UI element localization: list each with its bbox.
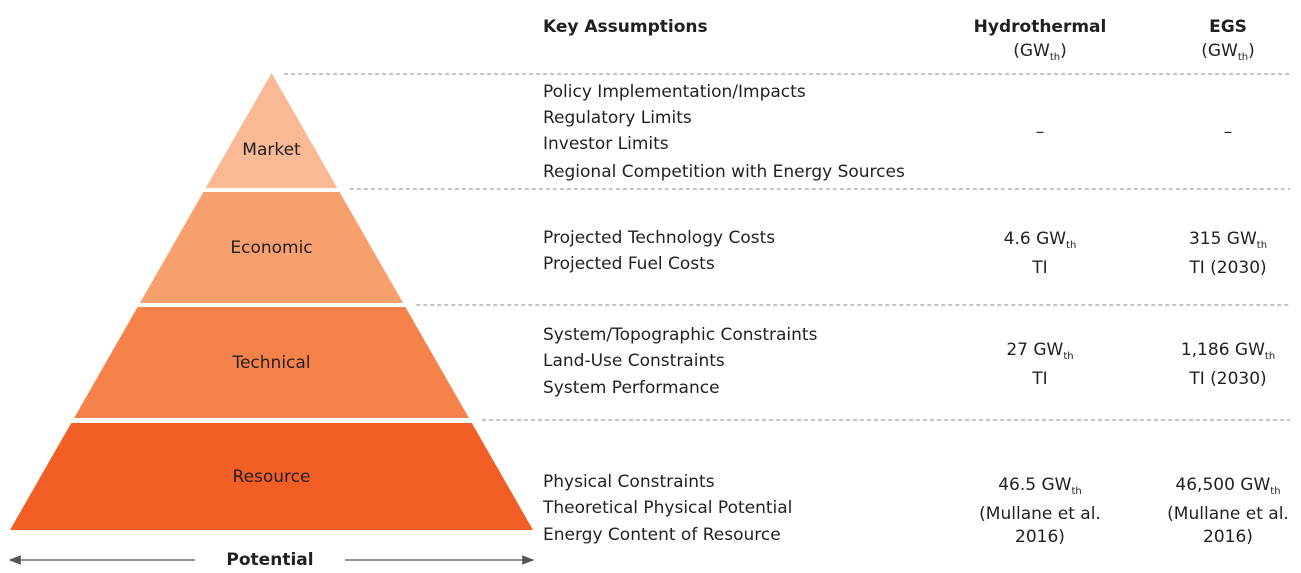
value: 1,186 GWth TI (2030) (1181, 339, 1275, 391)
text: 27 GW (1006, 339, 1064, 360)
text: Economic (230, 237, 313, 258)
text: 46,500 GW (1175, 475, 1271, 495)
text: 315 GW (1188, 229, 1257, 249)
text: Regional Competition with Energy Sources (543, 162, 905, 182)
subscript: th (1270, 486, 1281, 497)
text: Policy Implementation/Impacts (543, 82, 806, 102)
assumption: System/Topographic Constraints (543, 322, 817, 348)
subscript: th (1049, 52, 1061, 63)
text: ) (1248, 41, 1255, 61)
text: System Performance (543, 378, 720, 398)
text: Resource (232, 466, 311, 487)
assumption: System Performance (543, 375, 720, 401)
text: EGS (1209, 17, 1247, 37)
pyramid-level (74, 307, 469, 418)
text: Hydrothermal (973, 17, 1107, 37)
level-label: Market (242, 137, 300, 163)
text: Investor Limits (543, 134, 669, 154)
text: TI (2030) (1189, 368, 1267, 389)
value: 315 GWth TI (2030) (1189, 228, 1267, 280)
text: 1,186 GW (1180, 339, 1265, 360)
subscript: th (1066, 240, 1077, 251)
text: System/Topographic Constraints (543, 325, 818, 345)
pyramid-level (139, 192, 404, 303)
text: TI (2030) (1189, 258, 1267, 278)
assumption: Regulatory Limits (543, 105, 692, 131)
text: Technical (232, 352, 311, 373)
text: Regulatory Limits (543, 108, 692, 128)
text: Projected Fuel Costs (543, 254, 715, 274)
text: (Mullane et al. (1167, 504, 1289, 524)
subscript: th (1256, 240, 1268, 251)
text: Potential (226, 550, 314, 570)
text: 4.6 GW (1003, 229, 1067, 249)
subscript: th (1071, 486, 1082, 497)
value: – (1036, 121, 1045, 144)
assumption: Investor Limits (543, 131, 669, 157)
assumption: Projected Technology Costs (543, 225, 775, 251)
text: TI (1032, 368, 1048, 389)
text: – (1035, 121, 1045, 142)
text: 2016) (1015, 527, 1065, 547)
level-label: Economic (230, 235, 312, 261)
pyramid-level (10, 423, 533, 530)
header-assumptions: Key Assumptions (543, 14, 708, 40)
text: Projected Technology Costs (543, 228, 776, 248)
header-column: Hydrothermal (974, 14, 1107, 40)
subscript: th (1063, 350, 1074, 362)
level-label: Resource (233, 464, 311, 490)
assumption: Energy Content of Resource (543, 522, 781, 548)
subscript: th (1264, 350, 1276, 362)
header-unit: (GWth) (1201, 38, 1255, 71)
text: 2016) (1203, 527, 1253, 547)
value: 4.6 GWth TI (1004, 228, 1077, 280)
value: – (1224, 121, 1233, 144)
header-unit: (GWth) (1013, 38, 1067, 71)
header-column: EGS (1209, 14, 1247, 40)
subscript: th (1237, 52, 1249, 63)
text: (Mullane et al. (979, 504, 1101, 524)
text: Key Assumptions (543, 17, 708, 37)
text: (GW (1013, 41, 1050, 61)
assumption: Regional Competition with Energy Sources (543, 159, 905, 185)
assumption: Physical Constraints (543, 469, 715, 495)
axis-label: Potential (226, 547, 313, 573)
text: – (1223, 121, 1233, 142)
assumption: Theoretical Physical Potential (543, 495, 792, 521)
text: 46.5 GW (998, 475, 1072, 495)
value: 46.5 GWth (Mullane et al. 2016) (979, 474, 1101, 549)
level-label: Technical (232, 350, 310, 376)
text: Market (242, 140, 301, 160)
pyramid-level (205, 73, 338, 188)
value: 46,500 GWth (Mullane et al. 2016) (1167, 474, 1289, 549)
assumption: Policy Implementation/Impacts (543, 79, 806, 105)
text: Physical Constraints (543, 472, 715, 492)
text: TI (1032, 258, 1048, 278)
text: ) (1060, 41, 1067, 61)
text: (GW (1201, 41, 1238, 61)
assumption: Projected Fuel Costs (543, 251, 715, 277)
assumption: Land-Use Constraints (543, 348, 725, 374)
text: Energy Content of Resource (543, 525, 781, 545)
value: 27 GWth TI (1006, 339, 1073, 391)
text: Land-Use Constraints (543, 351, 725, 371)
text: Theoretical Physical Potential (543, 498, 793, 518)
